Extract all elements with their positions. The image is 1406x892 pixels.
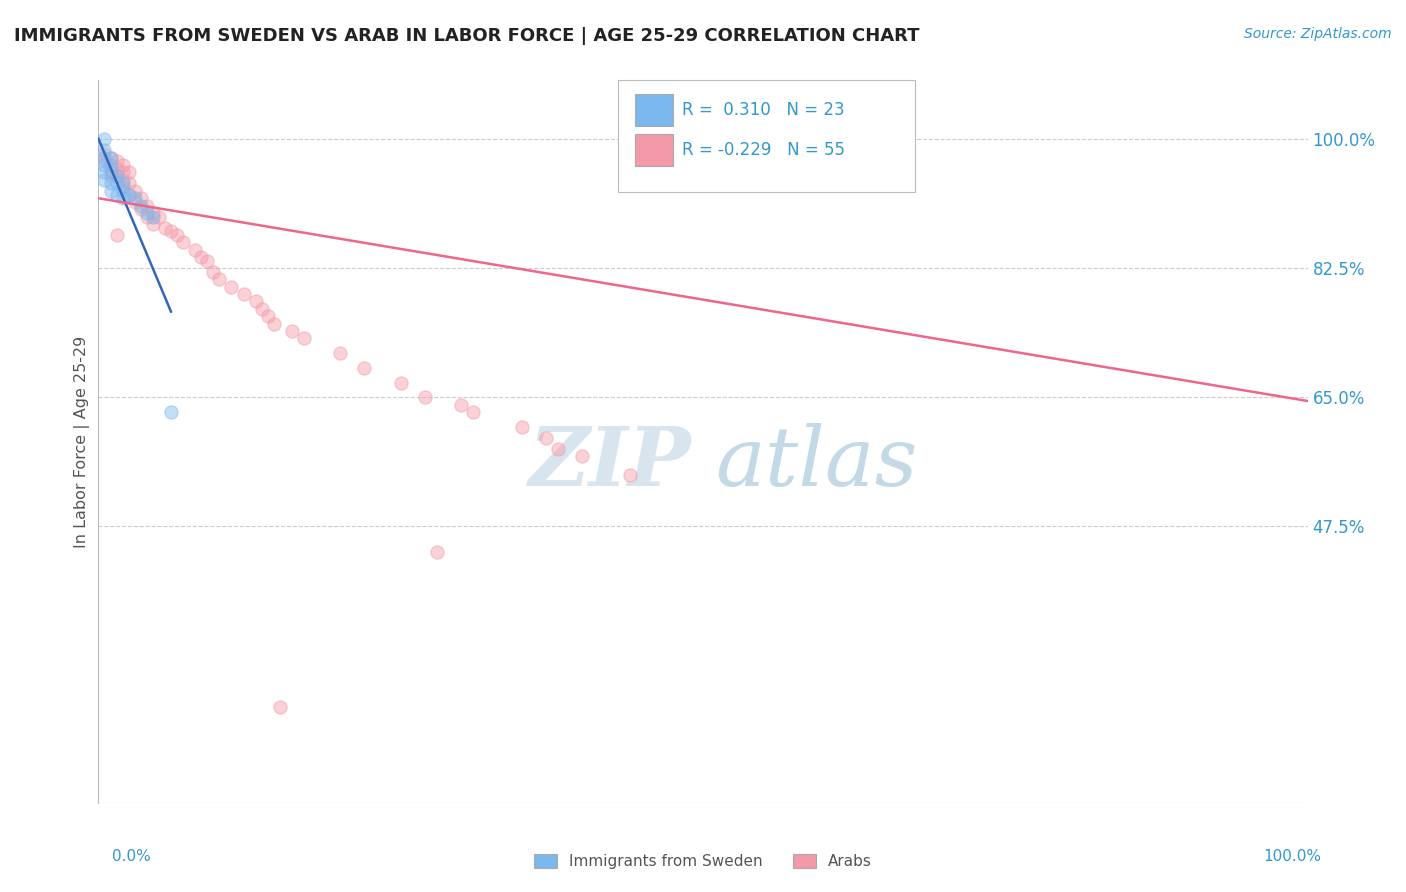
Point xyxy=(129,191,152,205)
Point xyxy=(184,243,207,257)
Text: ZIP: ZIP xyxy=(529,423,690,503)
Point xyxy=(105,154,128,169)
Point xyxy=(93,173,115,187)
Point xyxy=(232,287,254,301)
Y-axis label: In Labor Force | Age 25-29: In Labor Force | Age 25-29 xyxy=(75,335,90,548)
Point xyxy=(190,250,212,264)
Point xyxy=(124,191,146,205)
Point xyxy=(93,132,115,146)
Point xyxy=(135,210,157,224)
Point xyxy=(463,405,485,419)
Point xyxy=(100,158,122,172)
Point xyxy=(166,228,188,243)
Point xyxy=(160,224,183,238)
Point xyxy=(93,154,115,169)
Point xyxy=(221,279,243,293)
Point xyxy=(547,442,569,456)
Point xyxy=(129,202,152,217)
Text: atlas: atlas xyxy=(716,423,918,503)
Text: Source: ZipAtlas.com: Source: ZipAtlas.com xyxy=(1244,27,1392,41)
Point xyxy=(389,376,412,390)
Point xyxy=(111,184,134,198)
Point xyxy=(142,217,165,231)
Point xyxy=(93,151,115,165)
Point xyxy=(118,187,141,202)
Point xyxy=(571,450,593,464)
Point xyxy=(111,180,134,194)
Point xyxy=(619,467,641,482)
Point xyxy=(208,272,231,286)
Point xyxy=(142,210,165,224)
Point xyxy=(172,235,194,250)
Point xyxy=(450,398,472,412)
Point xyxy=(100,177,122,191)
Point xyxy=(534,431,557,445)
Point xyxy=(135,206,157,220)
Point xyxy=(105,161,128,176)
Point xyxy=(100,169,122,183)
FancyBboxPatch shape xyxy=(636,94,672,126)
Point xyxy=(105,169,128,183)
Point xyxy=(100,184,122,198)
Text: 0.0%: 0.0% xyxy=(112,849,152,863)
Point xyxy=(105,187,128,202)
Point xyxy=(105,228,128,243)
Point xyxy=(100,151,122,165)
Point xyxy=(111,158,134,172)
Point xyxy=(510,419,533,434)
Point xyxy=(118,177,141,191)
Point xyxy=(250,301,273,316)
Legend: Immigrants from Sweden, Arabs: Immigrants from Sweden, Arabs xyxy=(527,848,879,875)
Point xyxy=(135,199,157,213)
Point xyxy=(93,158,115,172)
Point xyxy=(105,177,128,191)
Point xyxy=(160,405,183,419)
Point xyxy=(100,161,122,176)
Point xyxy=(93,147,115,161)
Text: R =  0.310   N = 23: R = 0.310 N = 23 xyxy=(682,101,845,119)
Point xyxy=(111,191,134,205)
Point xyxy=(195,254,218,268)
FancyBboxPatch shape xyxy=(619,80,915,193)
Text: R = -0.229   N = 55: R = -0.229 N = 55 xyxy=(682,141,845,160)
Point xyxy=(129,199,152,213)
Point xyxy=(105,169,128,183)
Point xyxy=(413,390,436,404)
Point xyxy=(118,165,141,179)
Point xyxy=(100,165,122,179)
Point xyxy=(292,331,315,345)
Point xyxy=(245,294,267,309)
Point xyxy=(124,184,146,198)
Point xyxy=(148,210,170,224)
Point xyxy=(100,151,122,165)
Point xyxy=(153,220,176,235)
Point xyxy=(281,324,304,338)
FancyBboxPatch shape xyxy=(636,134,672,166)
Point xyxy=(142,206,165,220)
Point xyxy=(111,165,134,179)
Text: 100.0%: 100.0% xyxy=(1264,849,1322,863)
Point xyxy=(353,360,375,375)
Point xyxy=(124,194,146,209)
Point xyxy=(202,265,225,279)
Point xyxy=(93,144,115,158)
Point xyxy=(111,173,134,187)
Point xyxy=(256,309,278,323)
Point xyxy=(329,346,352,360)
Point xyxy=(269,700,291,714)
Text: IMMIGRANTS FROM SWEDEN VS ARAB IN LABOR FORCE | AGE 25-29 CORRELATION CHART: IMMIGRANTS FROM SWEDEN VS ARAB IN LABOR … xyxy=(14,27,920,45)
Point xyxy=(263,317,285,331)
Point xyxy=(118,187,141,202)
Point xyxy=(426,545,449,559)
Point xyxy=(93,165,115,179)
Point xyxy=(111,177,134,191)
